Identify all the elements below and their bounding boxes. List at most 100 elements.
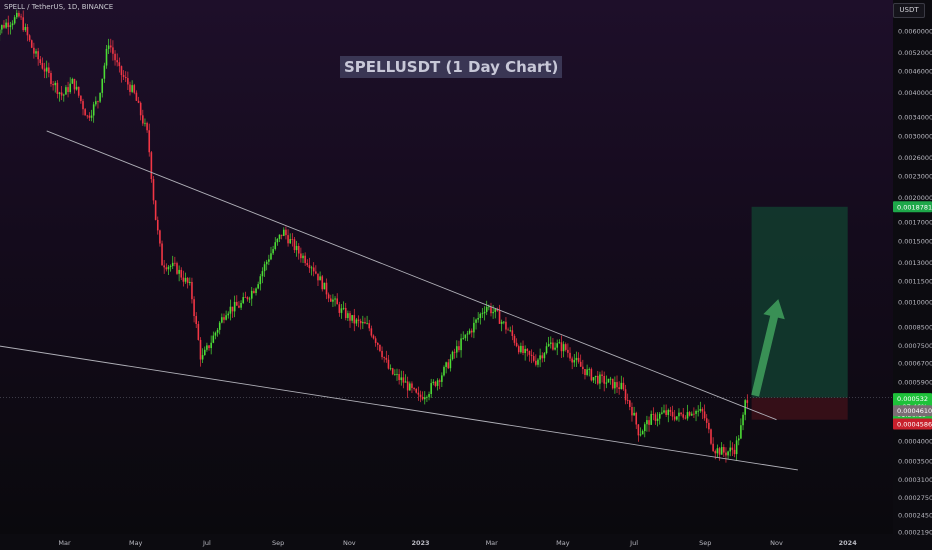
target-zone[interactable] [751,206,848,398]
candle [41,57,44,70]
candle [720,442,723,455]
candle [272,245,274,256]
candle [684,415,687,420]
candle [564,342,567,352]
candle [575,351,578,367]
candle [139,101,142,121]
candle [95,96,97,107]
candle [291,233,294,247]
candle [541,352,544,363]
candle [434,380,437,388]
candle [97,100,99,109]
candle [654,412,657,425]
candle [300,247,302,263]
candle [295,240,298,257]
price-label-text: 0.000532 [897,395,928,403]
candle [323,282,326,290]
price-axis-panel[interactable] [893,0,932,534]
ref-price-label[interactable]: 0.0004610 [893,405,932,417]
candle [631,402,633,422]
candle [714,449,717,460]
candle [127,71,129,91]
candle [498,304,501,325]
candle [180,267,183,281]
candle [669,406,672,417]
candle [195,312,198,329]
candle [560,335,563,358]
candle [340,304,343,319]
candle [65,85,67,95]
candle [174,256,176,267]
stop-price-label[interactable]: 0.0004586 [893,418,932,430]
candle [500,319,503,332]
candle [483,306,486,321]
y-tick-label: 0.0004000 [898,437,932,445]
candle [690,411,693,417]
candle [513,334,516,346]
candle [443,365,445,377]
candle [334,296,336,307]
candle [84,107,86,116]
candle [539,348,541,368]
candle [186,276,189,289]
candle [607,378,610,383]
candle [52,81,54,91]
candle [588,367,591,377]
candle [148,123,151,157]
price-labels: 0.00187810.000532+97.46%01:56:190.000461… [893,201,932,430]
x-tick-label: 2023 [411,539,429,547]
candle [178,265,180,282]
candle [321,274,324,292]
candle [547,336,550,347]
candle [744,398,746,421]
candle [663,404,665,414]
candle [176,261,178,275]
target-price-label[interactable]: 0.0018781 [893,201,932,213]
candle [423,391,426,405]
candle [554,342,556,351]
candle [71,77,74,84]
x-tick-label: Mar [486,539,499,547]
candle [107,38,110,55]
lower-trendline[interactable] [0,334,798,471]
candle [24,23,27,32]
candle [137,96,140,104]
candle [259,273,262,291]
candle [725,447,727,463]
candle [430,378,432,398]
time-axis-panel[interactable] [0,534,932,550]
candle [184,272,187,284]
y-tick-label: 0.0013000 [898,259,932,267]
candle [526,348,529,357]
currency-button[interactable]: USDT [893,3,925,18]
candle [129,81,131,96]
upper-trendline[interactable] [46,130,777,421]
candle [304,252,306,266]
candle [511,325,514,341]
candle [740,418,742,440]
candle [552,338,554,351]
candle [389,364,392,371]
time-axis: Mar May Jul Sep Nov 2023 Mar May Jul Sep Nov 2024 [58,539,857,547]
candle [101,78,104,98]
price-axis: 0.0060000 0.0052000 0.0046000 0.0040000 0.00… [898,28,932,537]
candle [409,381,411,391]
candle [240,300,242,310]
stop-zone[interactable] [751,397,848,420]
candle [11,20,14,30]
candle [594,375,597,384]
candle [577,352,580,364]
candle [317,273,319,287]
candle [50,70,52,87]
candle [366,315,368,325]
candle [665,404,667,418]
candle [582,359,584,375]
candle [528,350,531,362]
target-arrow-icon[interactable] [751,299,785,397]
candle [432,379,435,386]
price-label-text: 0.0004610 [897,407,932,415]
candle [26,23,29,42]
candle [88,112,91,121]
